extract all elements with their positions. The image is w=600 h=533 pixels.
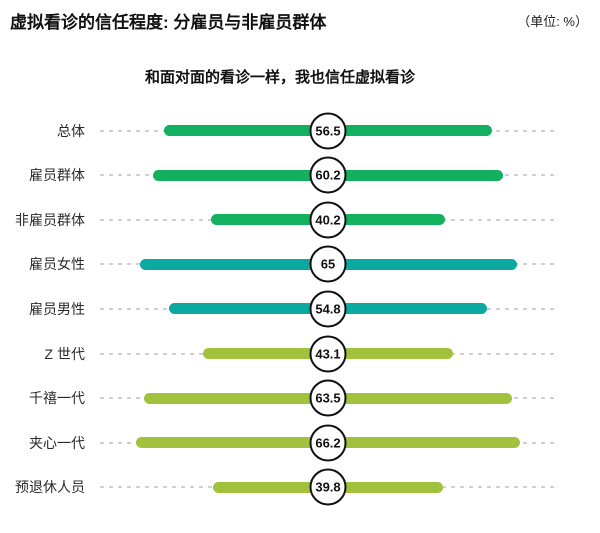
bar-track: 66.2 — [100, 420, 555, 465]
bar-track: 39.8 — [100, 465, 555, 510]
chart-row: 非雇员群体 40.2 — [0, 197, 600, 242]
bar-track: 56.5 — [100, 108, 555, 153]
value-badge: 54.8 — [309, 290, 347, 328]
value-badge: 66.2 — [309, 424, 347, 462]
bar-track: 54.8 — [100, 286, 555, 331]
bar-track: 65 — [100, 242, 555, 287]
chart-title: 虚拟看诊的信任程度: 分雇员与非雇员群体 — [10, 13, 327, 32]
value-badge: 40.2 — [309, 201, 347, 239]
bar-track: 40.2 — [100, 197, 555, 242]
value-badge: 65 — [309, 245, 347, 283]
category-label: 总体 — [57, 122, 85, 139]
category-label: Z 世代 — [44, 345, 85, 362]
bar-track: 43.1 — [100, 331, 555, 376]
category-label: 雇员群体 — [29, 167, 85, 184]
category-label: 预退休人员 — [15, 479, 85, 496]
chart-row: 夹心一代 66.2 — [0, 420, 600, 465]
category-label: 非雇员群体 — [15, 211, 85, 228]
chart-row: 雇员女性 65 — [0, 242, 600, 287]
value-badge: 60.2 — [309, 156, 347, 194]
chart-row: 雇员男性 54.8 — [0, 286, 600, 331]
value-badge: 39.8 — [309, 468, 347, 506]
category-label: 雇员男性 — [29, 300, 85, 317]
value-badge: 63.5 — [309, 379, 347, 417]
chart-rows: 总体 56.5 雇员群体 60.2 非雇员群体 40.2 雇员女性 65 雇员男性 54.8 Z 世… — [0, 108, 600, 510]
chart-row: 总体 56.5 — [0, 108, 600, 153]
category-label: 千禧一代 — [29, 390, 85, 407]
chart-row: 预退休人员 39.8 — [0, 465, 600, 510]
bar-track: 63.5 — [100, 376, 555, 421]
chart-row: 雇员群体 60.2 — [0, 153, 600, 198]
category-label: 雇员女性 — [29, 256, 85, 273]
bar-track: 60.2 — [100, 153, 555, 198]
unit-label: （单位: %） — [517, 14, 588, 29]
value-badge: 43.1 — [309, 335, 347, 372]
chart-row: 千禧一代 63.5 — [0, 376, 600, 421]
chart-subtitle: 和面对面的看诊一样，我也信任虚拟看诊 — [144, 69, 415, 86]
chart-row: Z 世代 43.1 — [0, 331, 600, 376]
value-badge: 56.5 — [309, 112, 347, 149]
category-label: 夹心一代 — [29, 434, 85, 451]
